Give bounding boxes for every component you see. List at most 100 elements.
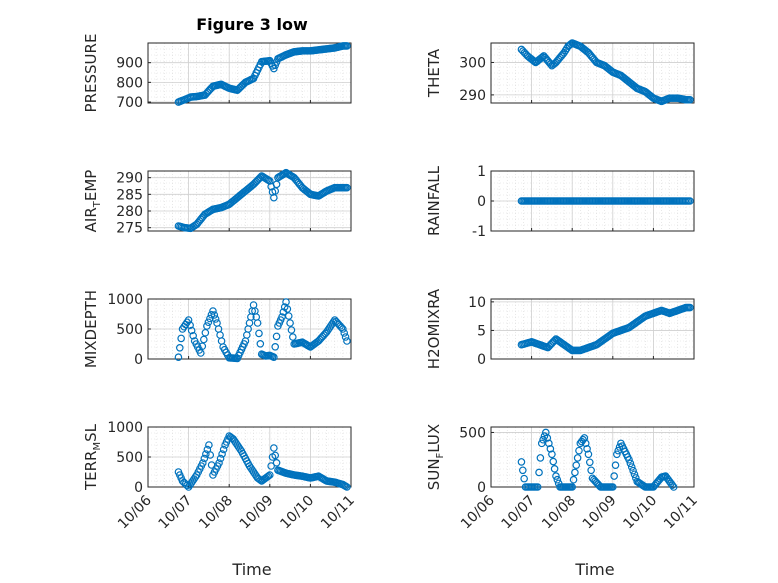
data-point xyxy=(571,468,579,477)
data-point xyxy=(545,439,553,448)
y-axis-label: H2OMIXRA xyxy=(425,288,443,369)
y-tick-label: 500 xyxy=(116,450,143,466)
figure-title: Figure 3 low xyxy=(196,15,308,34)
data-point xyxy=(611,461,620,469)
x-axis-label-right: Time xyxy=(574,560,614,579)
data-point xyxy=(270,444,278,452)
data-point xyxy=(343,483,351,491)
y-axis-label: AIRTEMP xyxy=(82,170,103,233)
axes-box xyxy=(490,298,695,360)
y-tick-label: 280 xyxy=(116,204,143,220)
y-tick-label: 700 xyxy=(116,95,143,111)
data-point xyxy=(583,445,591,453)
data-point xyxy=(340,329,349,337)
y-axis-label-main: RAINFALL xyxy=(425,165,443,236)
y-tick-label: 290 xyxy=(459,88,486,104)
data-point xyxy=(186,321,194,330)
y-tick-label: 1000 xyxy=(107,292,143,308)
data-point xyxy=(201,328,210,337)
y-axis-label-sub: F xyxy=(435,452,446,458)
data-point xyxy=(253,319,262,327)
data-point xyxy=(613,450,621,459)
data-point xyxy=(686,197,694,205)
y-axis-label-main: THETA xyxy=(425,48,443,98)
data-point xyxy=(519,466,527,475)
data-point xyxy=(587,466,595,475)
y-tick-label: -1 xyxy=(472,224,486,240)
data-point xyxy=(271,342,280,351)
data-point xyxy=(610,472,618,480)
data-point xyxy=(264,472,273,480)
data-point xyxy=(184,316,193,324)
data-point xyxy=(625,455,633,464)
data-point xyxy=(282,298,290,306)
y-tick-label: 300 xyxy=(459,55,486,71)
data-point xyxy=(203,322,211,330)
data-point xyxy=(341,333,350,341)
data-point xyxy=(543,434,552,442)
data-point xyxy=(552,472,560,480)
data-point xyxy=(535,468,543,477)
y-tick-label: 0 xyxy=(134,352,143,368)
x-tick-label: 10/09 xyxy=(237,493,277,533)
data-point xyxy=(218,450,226,458)
data-point xyxy=(539,435,547,444)
data-point xyxy=(343,42,351,50)
data-point xyxy=(204,318,213,327)
data-point xyxy=(546,445,555,453)
data-point xyxy=(209,307,217,315)
y-axis-label-sub: T xyxy=(92,200,103,208)
data-point xyxy=(283,305,292,313)
data-point xyxy=(626,459,635,468)
x-tick-label: 10/06 xyxy=(458,492,498,532)
x-tick-label: 10/09 xyxy=(580,493,620,533)
data-point xyxy=(548,450,556,459)
y-axis-label: PRESSURE xyxy=(82,34,100,113)
y-tick-label: 1 xyxy=(477,164,486,180)
data-point xyxy=(272,332,281,341)
subplot-8: 0 500 10/06 10/07 10/08 10/09 10/10 10/11 SUNFLU… xyxy=(425,424,701,533)
y-axis-label-main: H2OMIXRA xyxy=(425,288,443,369)
y-axis-label-tail: EMP xyxy=(82,170,100,201)
y-tick-label: 0 xyxy=(477,480,486,496)
data-point xyxy=(267,462,275,470)
data-point xyxy=(630,470,639,479)
data-point xyxy=(256,339,265,348)
y-axis-label-main: TERR xyxy=(82,451,100,492)
subplot-2: 290 300 THETA xyxy=(425,39,695,106)
y-tick-label: 5 xyxy=(477,323,486,339)
x-tick-label: 10/10 xyxy=(277,493,317,533)
data-point xyxy=(215,459,223,467)
subplot-6: 0 5 10 H2OMIXRA xyxy=(425,288,695,369)
data-point xyxy=(669,483,678,491)
data-point xyxy=(198,342,207,351)
data-point xyxy=(550,465,559,473)
data-point xyxy=(200,454,209,463)
axes-box xyxy=(147,42,352,104)
data-point xyxy=(210,311,219,319)
y-tick-label: 1000 xyxy=(107,420,143,436)
data-point xyxy=(205,441,213,449)
data-point xyxy=(286,319,294,327)
subplot-1: 700 800 900 PRESSURE xyxy=(82,34,352,113)
subplot-4: -1 0 1 RAINFALL xyxy=(425,164,695,240)
data-point xyxy=(207,310,216,319)
data-point xyxy=(211,315,220,323)
data-point xyxy=(284,312,293,320)
data-point xyxy=(271,451,280,460)
y-axis-label-tail: SL xyxy=(82,423,100,442)
data-point xyxy=(686,95,694,104)
data-point xyxy=(339,325,347,333)
data-point xyxy=(343,183,351,192)
axes-box xyxy=(490,42,695,104)
axes-box xyxy=(147,170,352,232)
y-axis-label: MIXDEPTH xyxy=(82,290,100,368)
data-point xyxy=(585,458,594,467)
subplot-7: 0 500 1000 10/06 10/07 10/08 10/09 10/10 10/11 TE… xyxy=(82,420,358,532)
data-point xyxy=(272,458,281,467)
y-tick-label: 0 xyxy=(477,352,486,368)
data-point xyxy=(520,474,528,483)
data-point xyxy=(219,445,228,454)
